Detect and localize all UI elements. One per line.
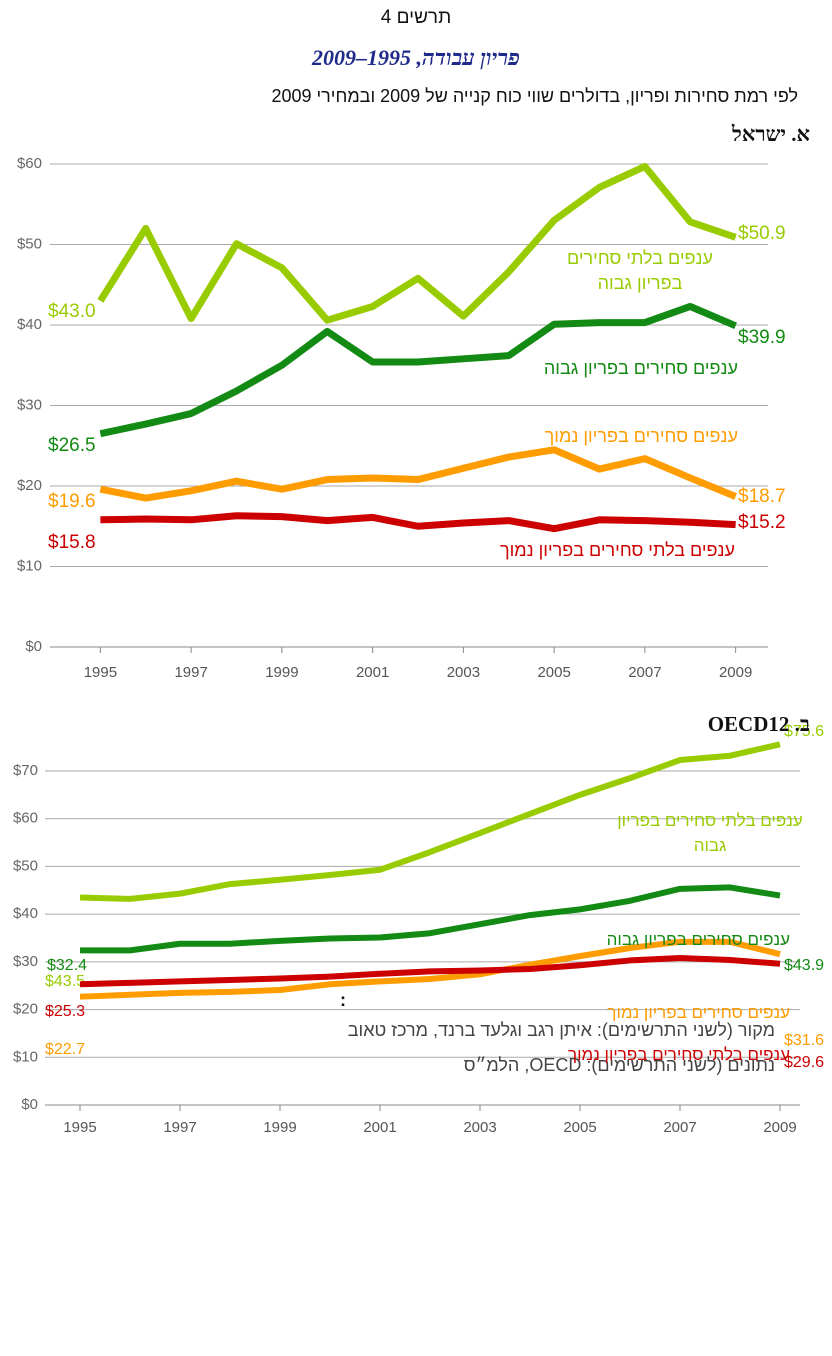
series-line bbox=[79, 741, 781, 902]
value-label: $26.5 bbox=[48, 435, 96, 456]
series-label: ענפים סחירים בפריון נמוך bbox=[607, 1003, 790, 1022]
value-label: $43.9 bbox=[784, 957, 824, 974]
series-line bbox=[79, 955, 781, 988]
x-tick-label: 2009 bbox=[719, 664, 752, 681]
x-tick-label: 1995 bbox=[63, 1119, 96, 1136]
y-tick-label: $50 bbox=[13, 857, 38, 874]
x-tick-label: 1997 bbox=[174, 664, 207, 681]
value-label: $19.6 bbox=[48, 491, 96, 512]
series-line bbox=[99, 302, 737, 438]
x-tick-label: 1995 bbox=[84, 664, 117, 681]
footer-mark: : bbox=[340, 990, 346, 1010]
x-tick-label: 2003 bbox=[463, 1119, 496, 1136]
x-tick-label: 2003 bbox=[447, 664, 480, 681]
y-tick-label: $10 bbox=[17, 557, 42, 574]
y-tick-label: $30 bbox=[17, 396, 42, 413]
y-tick-label: $40 bbox=[17, 316, 42, 333]
subtitle: לפי רמת סחירות ופריון, בדולרים שווי כוח … bbox=[271, 86, 798, 106]
chart-title: א. ישראל bbox=[732, 122, 810, 146]
y-tick-label: $60 bbox=[17, 155, 42, 172]
y-tick-label: $60 bbox=[13, 810, 38, 827]
x-tick-label: 2001 bbox=[356, 664, 389, 681]
series-line bbox=[80, 884, 781, 954]
chart-title: ב. OECD12 bbox=[707, 712, 810, 736]
x-tick-label: 2005 bbox=[537, 664, 570, 681]
y-tick-label: $20 bbox=[17, 477, 42, 494]
value-label: $29.6 bbox=[784, 1054, 824, 1071]
y-tick-label: $20 bbox=[13, 1001, 38, 1018]
value-label: $39.9 bbox=[738, 327, 786, 348]
x-tick-label: 2007 bbox=[628, 664, 661, 681]
x-tick-label: 2007 bbox=[663, 1119, 696, 1136]
value-label: $32.4 bbox=[47, 957, 87, 974]
series-line bbox=[97, 162, 737, 324]
y-tick-label: $40 bbox=[13, 905, 38, 922]
x-tick-label: 1997 bbox=[163, 1119, 196, 1136]
value-label: $15.2 bbox=[738, 512, 786, 533]
value-label: $15.8 bbox=[48, 532, 96, 553]
data-source: נתונים (לשני התרשימים): OECD, הלמ״ס bbox=[463, 1055, 775, 1075]
y-tick-label: $0 bbox=[25, 638, 42, 655]
x-tick-label: 2001 bbox=[363, 1119, 396, 1136]
x-tick-label: 2005 bbox=[563, 1119, 596, 1136]
value-label: $25.3 bbox=[45, 1003, 85, 1020]
series-label: ענפים בלתי סחירים בפריון נמוך bbox=[499, 540, 735, 560]
y-tick-label: $0 bbox=[21, 1096, 38, 1113]
series-label: ענפים בלתי סחירים בפריון גבוה bbox=[567, 248, 713, 293]
series-label: ענפים סחירים בפריון גבוה bbox=[606, 930, 790, 949]
figure-title: פריון עבודה, 1995–2009 bbox=[311, 45, 520, 70]
value-label: $43.5 bbox=[45, 973, 85, 990]
series-label: ענפים בלתי סחירים בפריון נמוך bbox=[568, 1045, 790, 1064]
y-tick-label: $50 bbox=[17, 235, 42, 252]
x-tick-label: 2009 bbox=[763, 1119, 796, 1136]
source: מקור (לשני התרשימים): איתן רגב וגלעד ברנ… bbox=[347, 1020, 775, 1040]
y-tick-label: $70 bbox=[13, 762, 38, 779]
series-label: ענפים בלתי סחירים בפריון גבוה bbox=[617, 811, 803, 855]
value-label: $50.9 bbox=[738, 223, 786, 244]
series-line bbox=[99, 446, 737, 502]
series-label: ענפים סחירים בפריון נמוך bbox=[544, 426, 738, 446]
value-label: $31.6 bbox=[784, 1032, 824, 1049]
series-line bbox=[79, 938, 781, 1000]
value-label: $22.7 bbox=[45, 1041, 85, 1058]
y-tick-label: $30 bbox=[13, 953, 38, 970]
value-label: $43.0 bbox=[48, 301, 96, 322]
series-label: ענפים סחירים בפריון גבוה bbox=[543, 358, 738, 378]
series-line bbox=[100, 512, 736, 533]
x-tick-label: 1999 bbox=[265, 664, 298, 681]
figure-label: תרשים 4 bbox=[380, 7, 452, 28]
x-tick-label: 1999 bbox=[263, 1119, 296, 1136]
value-label: $18.7 bbox=[738, 486, 786, 507]
y-tick-label: $10 bbox=[13, 1048, 38, 1065]
value-label: $75.6 bbox=[784, 723, 824, 740]
